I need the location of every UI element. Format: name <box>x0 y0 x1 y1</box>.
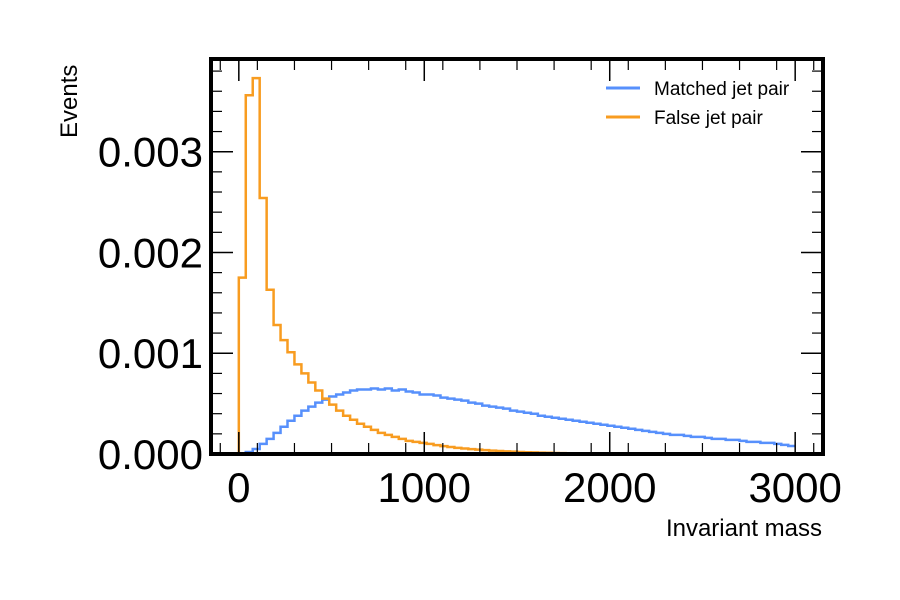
y-tick-label: 0.000 <box>98 431 203 478</box>
x-tick-labels: 0 1000 2000 3000 <box>227 464 842 511</box>
legend-label-false: False jet pair <box>654 108 763 129</box>
y-tick-label: 0.003 <box>98 129 203 176</box>
legend-label-matched: Matched jet pair <box>654 79 790 100</box>
x-tick-label: 0 <box>227 464 250 511</box>
x-axis-label: Invariant mass <box>666 515 822 542</box>
y-tick-label: 0.001 <box>98 330 203 377</box>
plot-frame <box>209 57 825 456</box>
y-tick-labels: 0.000 0.001 0.002 0.003 <box>98 129 203 478</box>
y-axis-label: Events <box>56 65 83 138</box>
legend: Matched jet pair False jet pair <box>606 79 790 129</box>
x-tick-label: 1000 <box>378 464 471 511</box>
x-tick-label: 2000 <box>563 464 656 511</box>
series-false-jet-pair <box>237 76 796 456</box>
x-tick-label: 3000 <box>748 464 841 511</box>
y-tick-label: 0.002 <box>98 229 203 276</box>
plot-series <box>237 76 796 456</box>
